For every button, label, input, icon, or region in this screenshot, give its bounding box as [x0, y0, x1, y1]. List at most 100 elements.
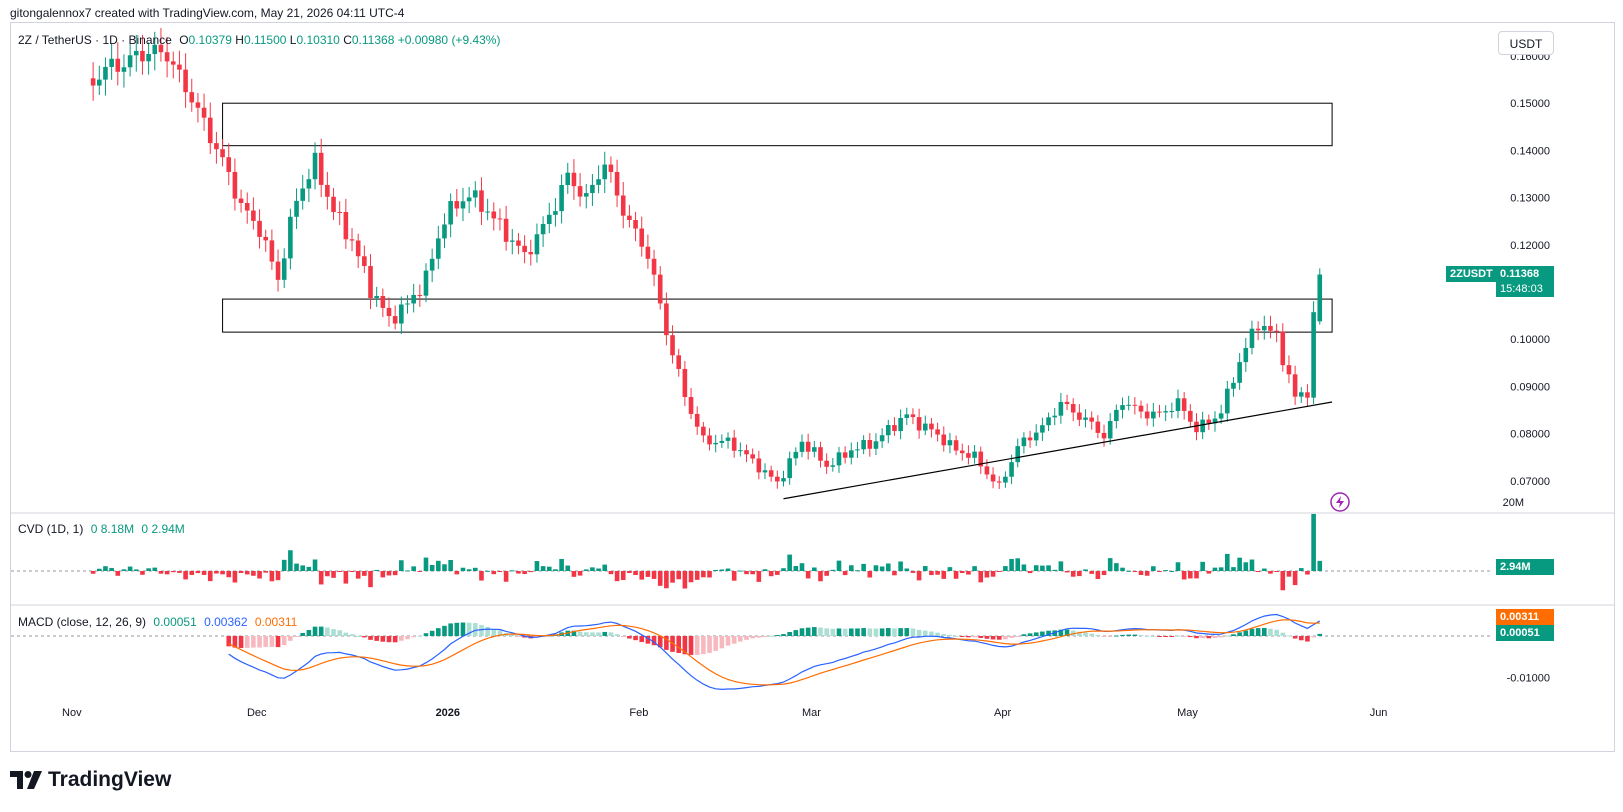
cvd-bar: [670, 571, 675, 583]
candle-body: [602, 164, 608, 180]
cvd-bar: [244, 571, 250, 575]
cvd-bar: [399, 560, 404, 571]
cvd-title[interactable]: CVD (1D, 1): [18, 522, 84, 536]
cvd-bar: [534, 561, 540, 571]
cvd-bar: [325, 571, 330, 577]
macd-histogram-bar: [1015, 636, 1021, 637]
macd-histogram-bar: [429, 630, 435, 636]
macd-histogram-bar: [1274, 629, 1279, 636]
candle-body: [152, 44, 158, 55]
macd-histogram-bar: [1212, 636, 1218, 638]
macd-histogram-bar: [1181, 636, 1187, 637]
macd-histogram-bar: [1188, 636, 1193, 638]
candle-body: [374, 296, 379, 298]
cvd-bar: [879, 566, 885, 571]
candle-body: [1077, 412, 1082, 420]
macd-histogram-bar: [583, 632, 589, 636]
macd-histogram-bar: [1021, 634, 1027, 636]
macd-histogram-bar: [651, 636, 657, 646]
cvd-bar: [121, 569, 127, 571]
candle-body: [226, 157, 232, 172]
macd-histogram-bar: [978, 636, 984, 639]
cvd-bar: [380, 571, 386, 578]
candle-body: [417, 294, 423, 296]
macd-histogram-bar: [386, 636, 392, 643]
macd-histogram-bar: [417, 635, 423, 637]
candle-body: [509, 240, 515, 242]
candle-body: [1151, 411, 1156, 419]
candle-body: [528, 252, 534, 255]
macd-histogram-bar: [1033, 632, 1039, 636]
macd-histogram-bar: [509, 634, 515, 636]
candle-body: [1206, 419, 1212, 424]
cvd-bar: [1188, 571, 1193, 579]
candle-body: [694, 413, 700, 427]
cvd-bar: [226, 571, 232, 578]
macd-signal-line: [228, 619, 1320, 686]
macd-histogram-bar: [633, 636, 638, 641]
macd-histogram-bar: [497, 630, 503, 636]
lightning-icon-bolt: [1336, 496, 1344, 508]
cvd-bar: [436, 560, 441, 571]
candle-body: [664, 303, 669, 336]
cvd-bar: [1120, 567, 1125, 571]
cvd-bar: [220, 571, 225, 575]
cvd-bar: [1003, 566, 1008, 571]
cvd-bar: [522, 571, 527, 575]
macd-histogram-bar: [436, 628, 441, 636]
cvd-bar: [1175, 562, 1181, 571]
cvd-bar: [707, 571, 712, 578]
candle-body: [1261, 326, 1267, 331]
candle-body: [133, 50, 139, 56]
cvd-bar: [263, 571, 269, 573]
macd-histogram-bar: [1298, 636, 1304, 641]
cvd-bar: [731, 571, 737, 581]
macd-title[interactable]: MACD (close, 12, 26, 9): [18, 615, 147, 629]
cvd-bar: [1033, 565, 1039, 571]
tradingview-logo[interactable]: TradingView: [10, 768, 171, 792]
candle-body: [1268, 326, 1273, 331]
macd-histogram-bar: [892, 628, 897, 636]
macd-histogram-bar: [479, 625, 484, 636]
cvd-bar: [269, 571, 275, 582]
candle-body: [707, 435, 712, 445]
candle-body: [553, 211, 558, 215]
candle-body: [146, 54, 151, 62]
macd-histogram-bar: [1089, 633, 1094, 636]
candle-body: [540, 223, 546, 235]
macd-histogram-bar: [861, 628, 866, 636]
macd-histogram-bar: [787, 631, 792, 636]
candle-body: [423, 270, 429, 296]
symbol-label[interactable]: 2Z / TetherUS · 1D · Binance: [18, 33, 172, 47]
cvd-bar: [1243, 562, 1249, 571]
cvd-tick-label: 20M: [1503, 497, 1524, 509]
candle-body: [577, 186, 583, 197]
zones-layer: [222, 102, 1333, 333]
macd-histogram-bar: [750, 636, 755, 639]
candle-body: [571, 172, 577, 187]
close-value: 0.11368: [351, 33, 395, 47]
macd-histogram-bar: [984, 636, 990, 639]
close-label: C: [343, 33, 352, 47]
candle-body: [331, 196, 336, 212]
cvd-bar: [1064, 571, 1070, 573]
cvd-bar: [694, 571, 700, 580]
cvd-bar: [1181, 571, 1187, 580]
macd-histogram-bar: [1261, 627, 1267, 636]
cvd-bar: [1255, 571, 1261, 572]
cvd-bar: [1077, 571, 1082, 577]
candle-body: [1255, 328, 1261, 331]
cvd-bar: [830, 569, 836, 571]
candle-body: [657, 274, 663, 304]
price-tick-label: 0.08000: [1510, 429, 1550, 441]
candle-body: [688, 397, 694, 414]
currency-button[interactable]: USDT: [1498, 31, 1554, 55]
cvd-bar: [546, 566, 552, 571]
candle-body: [1305, 392, 1310, 398]
last-price-badge: 0.11368: [1496, 266, 1554, 282]
cvd-bar: [294, 563, 299, 571]
cvd-bar: [805, 571, 811, 579]
candle-body: [503, 218, 509, 242]
candle-body: [392, 316, 398, 324]
